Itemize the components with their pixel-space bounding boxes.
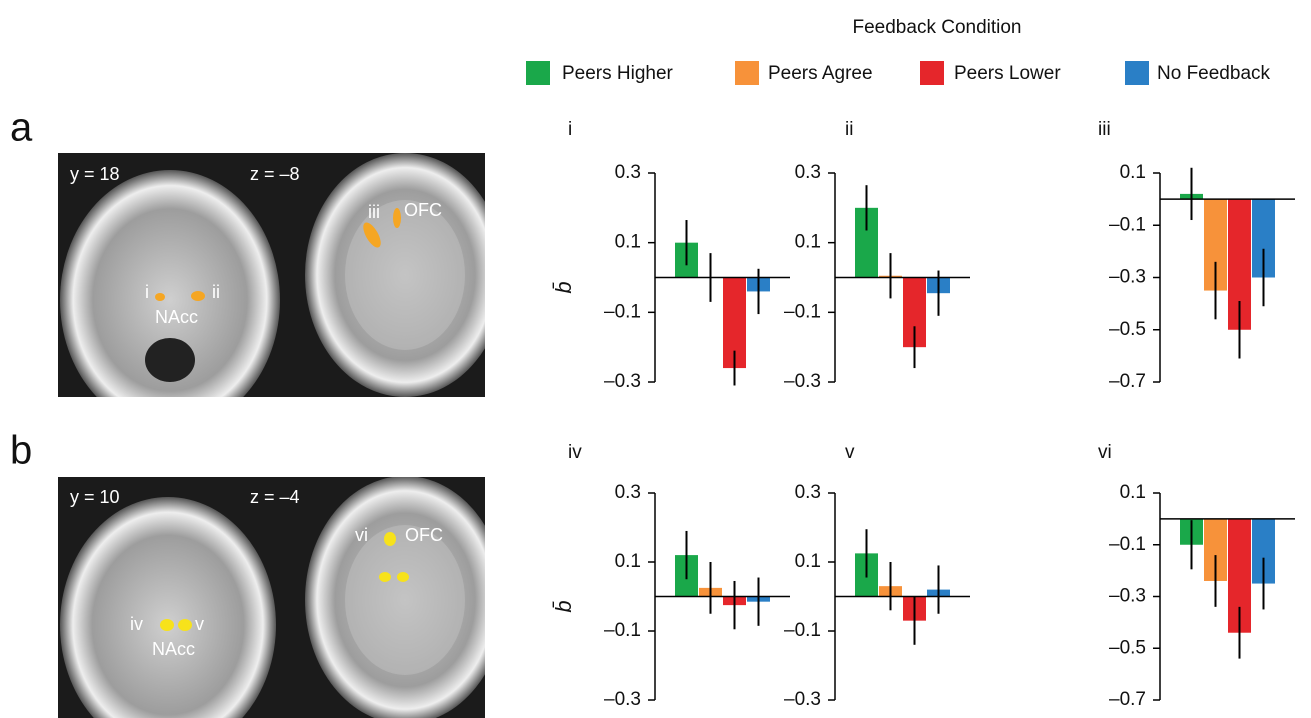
y-axis-label: b̄ bbox=[551, 600, 576, 612]
image-label: i bbox=[145, 282, 149, 302]
chart-title: vi bbox=[1098, 442, 1112, 463]
chart-title: ii bbox=[845, 119, 853, 140]
legend-title: Feedback Condition bbox=[853, 17, 1022, 38]
image-label: vi bbox=[355, 525, 368, 545]
image-label: OFC bbox=[404, 200, 442, 220]
brain-image-b bbox=[58, 476, 505, 718]
y-tick-label: 0.1 bbox=[615, 232, 641, 253]
y-tick-label: –0.1 bbox=[784, 620, 821, 641]
y-tick-label: –0.3 bbox=[784, 689, 821, 710]
legend-label: Peers Higher bbox=[562, 63, 674, 84]
y-tick-label: –0.1 bbox=[1109, 214, 1146, 235]
chart-title: iii bbox=[1098, 119, 1111, 140]
brain-image-a bbox=[58, 153, 505, 430]
y-tick-label: 0.3 bbox=[795, 162, 821, 183]
legend-label: Peers Lower bbox=[954, 63, 1061, 84]
chart-title: iv bbox=[568, 442, 582, 463]
image-label: y = 18 bbox=[70, 164, 120, 184]
y-tick-label: –0.3 bbox=[1109, 586, 1146, 607]
y-tick-label: 0.3 bbox=[795, 482, 821, 503]
y-tick-label: –0.3 bbox=[604, 689, 641, 710]
y-tick-label: –0.5 bbox=[1109, 319, 1146, 340]
y-tick-label: –0.3 bbox=[604, 371, 641, 392]
y-tick-label: 0.1 bbox=[1120, 482, 1146, 503]
y-tick-label: 0.1 bbox=[795, 551, 821, 572]
y-tick-label: –0.3 bbox=[784, 371, 821, 392]
legend-swatch bbox=[526, 61, 550, 85]
panel-label: b bbox=[10, 429, 32, 473]
y-tick-label: 0.1 bbox=[1120, 162, 1146, 183]
legend-swatch bbox=[735, 61, 759, 85]
image-label: ii bbox=[212, 282, 220, 302]
legend-label: No Feedback bbox=[1157, 63, 1271, 84]
image-label: NAcc bbox=[152, 639, 195, 659]
image-label: iii bbox=[368, 202, 380, 222]
image-label: z = –4 bbox=[250, 487, 300, 507]
panel-label: a bbox=[10, 106, 33, 150]
y-tick-label: –0.1 bbox=[784, 301, 821, 322]
image-label: iv bbox=[130, 614, 143, 634]
page: Feedback Condition Peers Higher Peers Agre… bbox=[0, 0, 1311, 718]
figure: Feedback Condition Peers Higher Peers Agre… bbox=[0, 0, 1311, 718]
y-tick-label: –0.7 bbox=[1109, 371, 1146, 392]
y-tick-label: –0.7 bbox=[1109, 689, 1146, 710]
y-tick-label: 0.3 bbox=[615, 162, 641, 183]
y-tick-label: –0.3 bbox=[1109, 267, 1146, 288]
y-tick-label: 0.1 bbox=[615, 551, 641, 572]
legend-swatch bbox=[1125, 61, 1149, 85]
y-tick-label: 0.1 bbox=[795, 232, 821, 253]
legend-label: Peers Agree bbox=[768, 63, 873, 84]
image-label: z = –8 bbox=[250, 164, 300, 184]
image-label: v bbox=[195, 614, 204, 634]
y-tick-label: –0.1 bbox=[1109, 534, 1146, 555]
chart-title: i bbox=[568, 119, 572, 140]
image-label: NAcc bbox=[155, 307, 198, 327]
y-tick-label: –0.1 bbox=[604, 620, 641, 641]
chart-title: v bbox=[845, 442, 855, 463]
legend-swatch bbox=[920, 61, 944, 85]
image-label: y = 10 bbox=[70, 487, 120, 507]
y-axis-label: b̄ bbox=[551, 281, 576, 293]
y-tick-label: 0.3 bbox=[615, 482, 641, 503]
y-tick-label: –0.1 bbox=[604, 301, 641, 322]
image-label: OFC bbox=[405, 525, 443, 545]
y-tick-label: –0.5 bbox=[1109, 637, 1146, 658]
